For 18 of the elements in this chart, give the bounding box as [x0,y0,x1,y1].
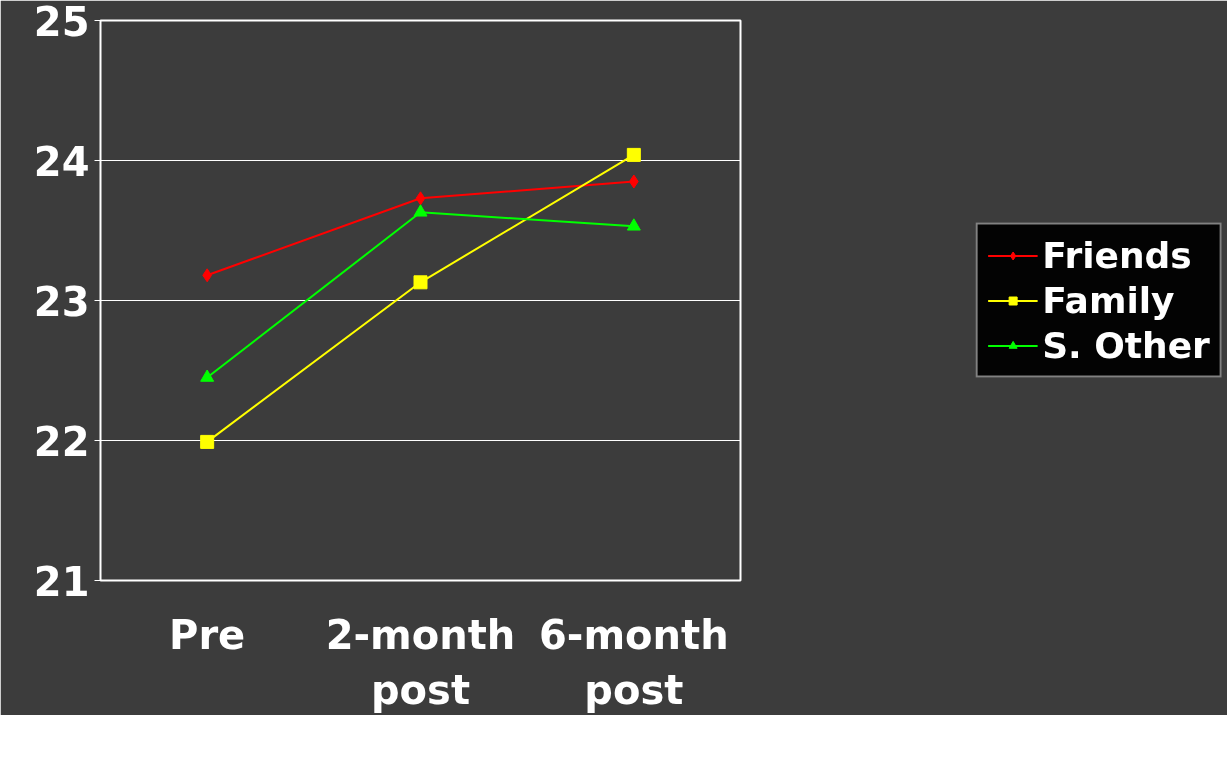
point [626,218,641,231]
point [415,191,426,206]
y-tick-label: 22 [33,418,90,465]
legend-label: Friends [1042,234,1192,276]
point [200,369,215,382]
y-tick-label: 21 [33,558,90,605]
y-tick-label: 24 [33,138,90,185]
legend-label: S. Other [1042,324,1210,366]
point [200,434,215,449]
legend-label: Family [1042,279,1175,321]
point [413,204,428,217]
x-tick-label: Pre [169,611,246,658]
point [413,275,428,290]
point [626,147,641,162]
x-tick-label: 6-month post [539,611,729,713]
y-tick-label: 25 [33,0,90,45]
y-tick-label: 23 [33,278,90,325]
x-tick-label: 2-month post [325,611,516,713]
